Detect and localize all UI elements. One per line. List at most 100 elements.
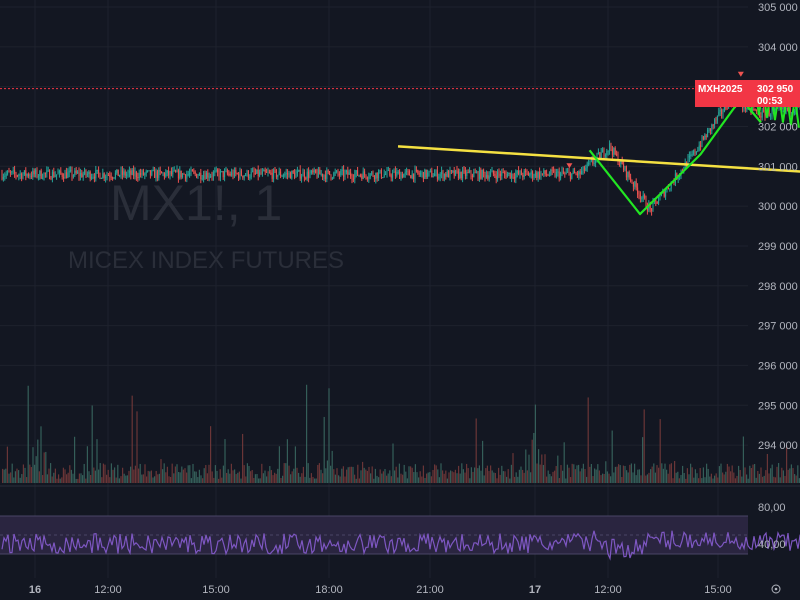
candle-body	[469, 170, 471, 173]
candle-body	[287, 173, 289, 175]
candle-body	[1, 174, 3, 180]
volume-bar	[190, 478, 192, 483]
volume-bar	[45, 451, 47, 483]
candle-body	[708, 128, 710, 130]
candle-body	[509, 172, 511, 179]
volume-bar	[18, 470, 20, 483]
volume-bar	[694, 469, 696, 483]
volume-bar	[118, 478, 120, 483]
volume-bar	[474, 467, 476, 483]
candle-body	[291, 171, 293, 179]
volume-bar	[547, 470, 549, 483]
candle-body	[450, 170, 452, 172]
candle-body	[404, 171, 406, 174]
volume-bar	[646, 474, 648, 483]
candle-body	[771, 109, 773, 116]
volume-bar	[674, 460, 676, 483]
candle-body	[401, 174, 403, 178]
time-tick-label: 18:00	[315, 584, 343, 596]
candle-body	[760, 116, 762, 118]
candle-body	[613, 148, 615, 155]
volume-bar	[451, 471, 453, 483]
volume-bar	[234, 469, 236, 483]
volume-bar	[170, 476, 172, 483]
candle-body	[156, 171, 158, 178]
candle-body	[204, 175, 206, 179]
volume-bar	[69, 465, 71, 483]
volume-bar	[402, 474, 404, 483]
candle-body	[46, 170, 48, 174]
volume-bar	[136, 411, 138, 483]
volume-bar	[584, 469, 586, 483]
volume-bar	[650, 469, 652, 483]
candle-body	[761, 110, 763, 118]
candle-body	[665, 191, 667, 197]
candle-body	[599, 152, 601, 159]
candle-body	[327, 170, 329, 172]
volume-bar	[166, 466, 168, 483]
candle-body	[418, 173, 420, 175]
candle-body	[408, 171, 410, 176]
volume-bar	[726, 463, 728, 483]
candle-body	[415, 169, 417, 171]
volume-bar	[421, 476, 423, 483]
settings-icon[interactable]	[771, 584, 781, 594]
candle-body	[593, 162, 595, 164]
volume-bar	[614, 466, 616, 483]
volume-bar	[34, 464, 36, 483]
candle-body	[400, 174, 402, 179]
volume-bar	[165, 472, 167, 483]
candle-body	[320, 173, 322, 175]
candle-body	[231, 172, 233, 176]
candle-body	[100, 178, 102, 180]
candle-body	[51, 171, 53, 180]
candle-body	[284, 174, 286, 176]
candle-body	[7, 171, 9, 174]
candle-body	[476, 172, 478, 174]
volume-bar	[635, 475, 637, 483]
volume-bar	[182, 469, 184, 483]
volume-bar	[240, 478, 242, 483]
candle-body	[607, 150, 609, 152]
volume-bar	[398, 463, 400, 483]
volume-bar	[114, 467, 116, 483]
candle-body	[36, 170, 38, 177]
volume-bar	[386, 475, 388, 483]
volume-bar	[90, 474, 92, 483]
volume-bar	[67, 472, 69, 483]
time-axis[interactable]: 16 12:00 15:00 18:00 21:00 17 12:00 15:00	[29, 584, 732, 596]
candle-body	[786, 107, 788, 110]
volume-bar	[82, 475, 84, 483]
volume-bar	[154, 476, 156, 483]
volume-bar	[35, 456, 37, 483]
volume-bar	[659, 419, 661, 483]
volume-bar	[133, 469, 135, 483]
volume-bar	[206, 473, 208, 483]
candle-body	[64, 172, 66, 179]
volume-bar	[642, 437, 644, 483]
candle-body	[29, 175, 31, 177]
volume-bar	[213, 477, 215, 483]
candle-body	[15, 173, 17, 176]
candle-body	[378, 172, 380, 179]
candle-body	[623, 164, 625, 170]
candle-body	[235, 170, 237, 174]
candle-body	[394, 170, 396, 176]
volume-bar	[696, 473, 698, 483]
volume-bar	[259, 478, 261, 483]
candle-body	[189, 173, 191, 175]
candle-body	[417, 170, 419, 174]
candle-body	[350, 172, 352, 177]
volume-bar	[368, 466, 370, 483]
volume-bar	[776, 466, 778, 483]
candle-body	[558, 171, 560, 179]
volume-bar	[462, 469, 464, 483]
candle-body	[56, 174, 58, 176]
candle-body	[642, 194, 644, 198]
volume-bar	[589, 466, 591, 483]
candle-body	[505, 173, 507, 178]
candle-body	[154, 169, 156, 178]
candle-body	[53, 171, 55, 177]
